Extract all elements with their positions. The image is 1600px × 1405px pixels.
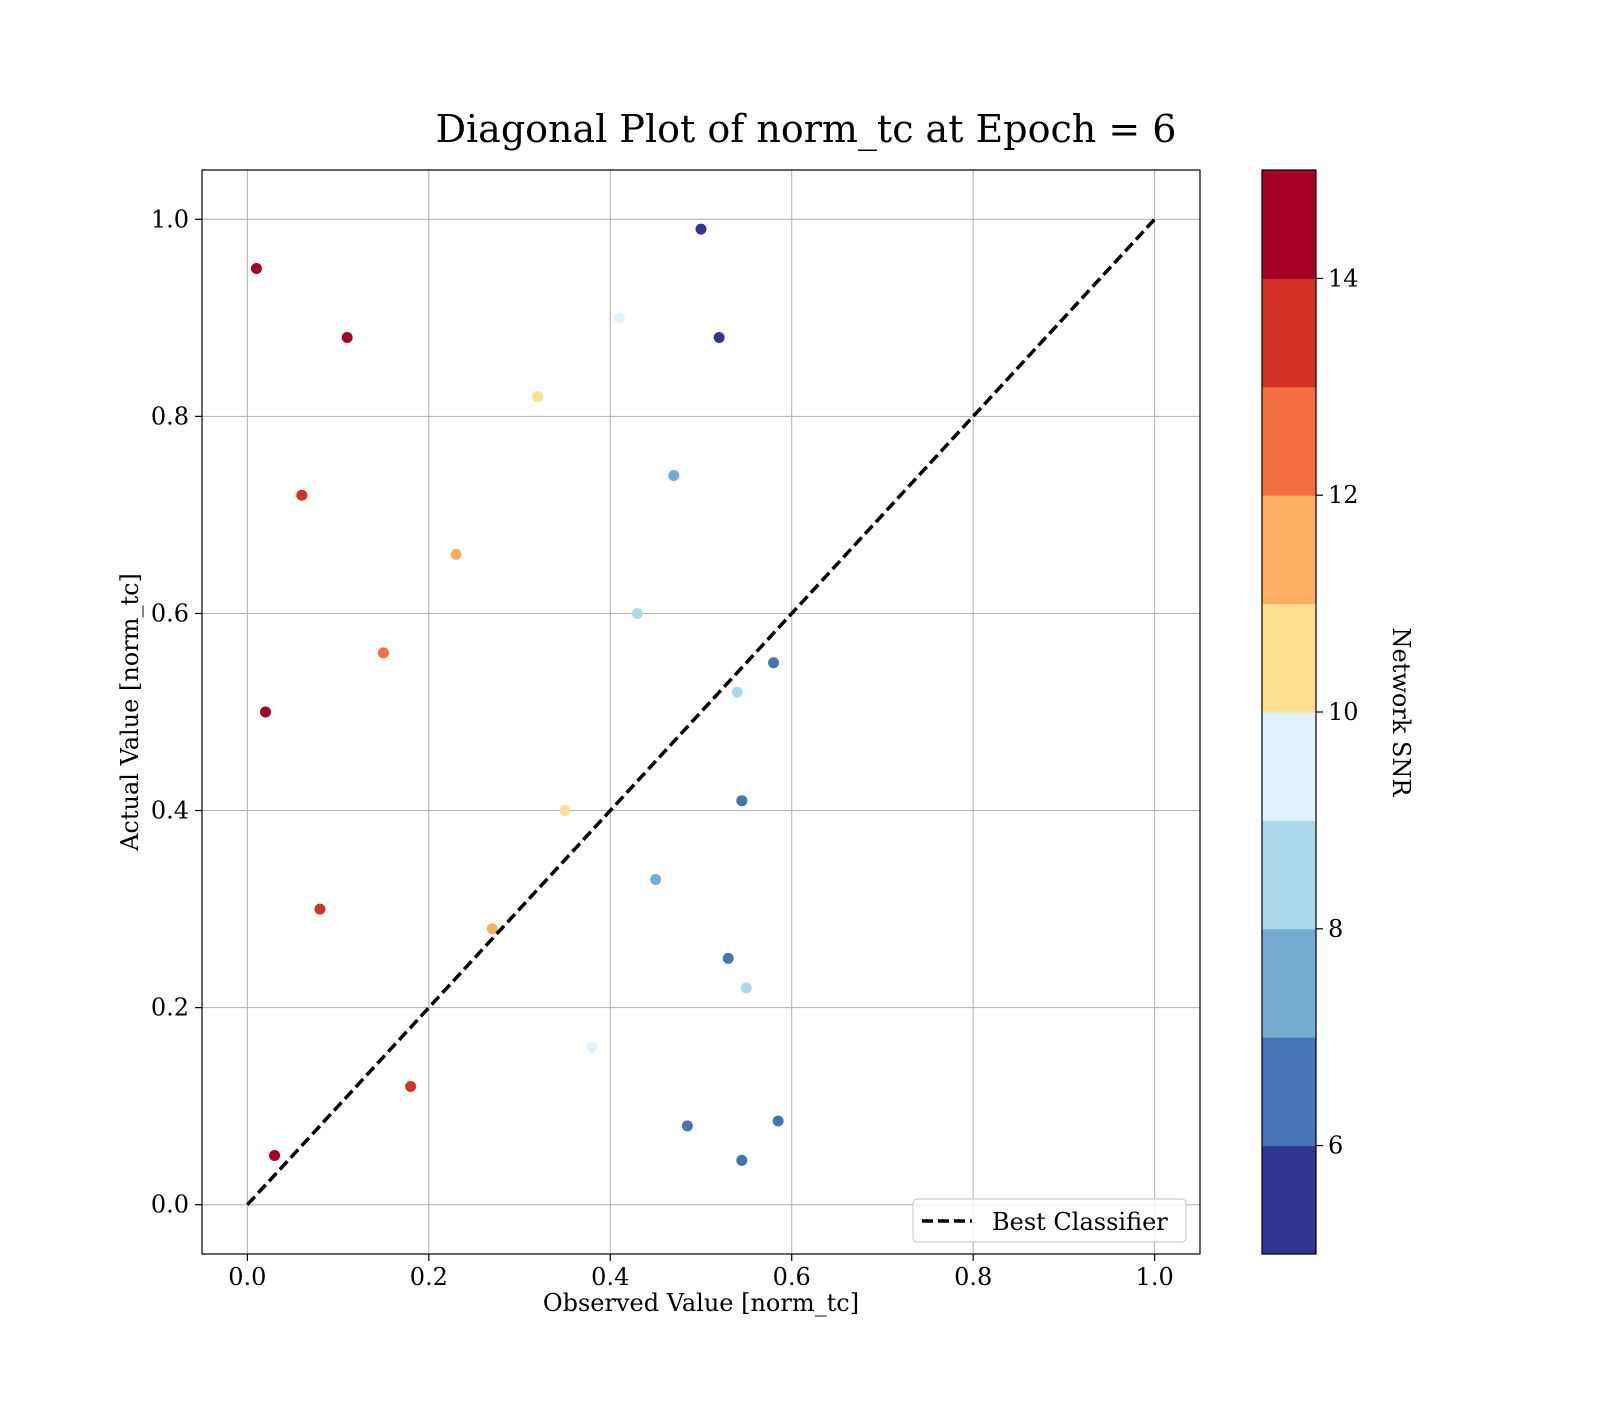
scatter-point (250, 263, 262, 275)
scatter-point (668, 469, 680, 481)
colorbar-segment (1262, 1145, 1316, 1255)
scatter-point (772, 1115, 784, 1127)
scatter-point (731, 686, 743, 698)
colorbar-segment (1262, 495, 1316, 605)
x-tick-label: 0.0 (228, 1263, 266, 1291)
scatter-point (713, 332, 725, 344)
scatter-point (486, 923, 498, 935)
colorbar-segment (1262, 712, 1316, 821)
scatter-point (269, 1149, 281, 1161)
scatter-point (296, 489, 308, 501)
legend-entry-best-classifier: Best Classifier (992, 1208, 1168, 1236)
y-axis-label: Actual Value [norm_tc] (116, 573, 144, 852)
x-axis-label: Observed Value [norm_tc] (543, 1289, 859, 1317)
y-tick-label: 1.0 (151, 205, 189, 233)
scatter-point (695, 223, 707, 235)
x-tick-label: 0.6 (773, 1263, 811, 1291)
colorbar-tick-label: 8 (1328, 915, 1343, 943)
scatter-point (405, 1080, 417, 1092)
scatter-point (377, 647, 389, 659)
legend: Best Classifier (912, 1198, 1187, 1243)
scatter-point (260, 706, 272, 718)
scatter-point (586, 1041, 598, 1053)
scatter-point (681, 1120, 693, 1132)
scatter-point (736, 1154, 748, 1166)
x-tick-label: 0.4 (591, 1263, 629, 1291)
colorbar-segment (1262, 1037, 1316, 1147)
x-axis-ticks: 0.0 0.2 0.4 0.6 0.8 1.0 (228, 1254, 1174, 1291)
scatter-point (314, 903, 326, 915)
colorbar-segment (1262, 603, 1316, 713)
colorbar-label: Network SNR (1387, 628, 1415, 798)
colorbar-segment (1262, 170, 1316, 279)
y-tick-label: 0.4 (151, 797, 189, 825)
scatter-point (559, 805, 571, 817)
colorbar: 6 8 10 12 14 (1261, 169, 1359, 1255)
y-tick-label: 0.6 (151, 599, 189, 627)
colorbar-segment (1262, 928, 1316, 1038)
scatter-points (250, 223, 784, 1166)
colorbar-tick-label: 14 (1328, 264, 1359, 292)
scatter-point (613, 312, 625, 324)
plot-frame (201, 169, 1201, 1255)
scatter-point (341, 332, 353, 344)
scatter-point (532, 391, 544, 403)
y-tick-label: 0.8 (151, 402, 189, 430)
colorbar-tick-label: 6 (1328, 1132, 1343, 1160)
scatter-point (450, 548, 462, 560)
scatter-point (740, 982, 752, 994)
colorbar-tick-label: 10 (1328, 698, 1359, 726)
y-tick-label: 0.0 (151, 1191, 189, 1219)
x-tick-label: 0.2 (410, 1263, 448, 1291)
x-tick-label: 1.0 (1136, 1263, 1174, 1291)
colorbar-segment (1262, 386, 1316, 496)
y-tick-label: 0.2 (151, 994, 189, 1022)
scatter-point (631, 607, 643, 619)
colorbar-segment (1262, 278, 1316, 388)
scatter-point (736, 795, 748, 807)
chart-title: Diagonal Plot of norm_tc at Epoch = 6 (436, 107, 1177, 152)
y-axis-ticks: 0.0 0.2 0.4 0.6 0.8 1.0 (151, 205, 202, 1219)
colorbar-segment (1262, 820, 1316, 930)
x-tick-label: 0.8 (954, 1263, 992, 1291)
legend-box (912, 1198, 1187, 1243)
grid-lines (202, 170, 1200, 1254)
colorbar-tick-label: 12 (1328, 481, 1359, 509)
scatter-point (722, 952, 734, 964)
scatter-point (650, 874, 662, 886)
scatter-point (768, 657, 780, 669)
